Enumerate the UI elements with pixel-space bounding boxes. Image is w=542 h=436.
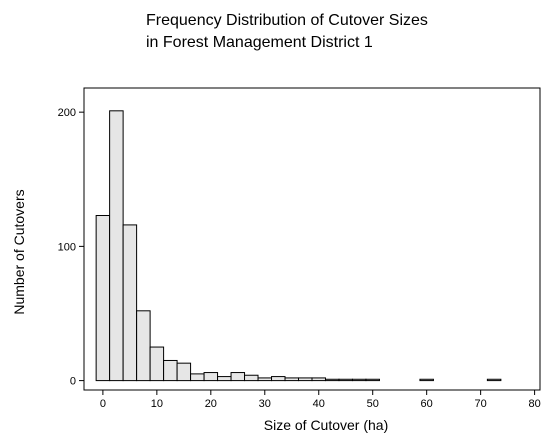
histogram-bar [298, 377, 313, 382]
x-tick-label: 20 [205, 398, 217, 410]
histogram-bar [109, 110, 124, 382]
x-axis: 0 10 20 30 40 50 60 70 80 [100, 390, 541, 410]
x-tick-label: 80 [528, 398, 540, 410]
histogram-bar [190, 373, 205, 382]
title-block: Frequency Distribution of Cutover Sizes … [146, 10, 428, 54]
histogram-bar [203, 372, 219, 382]
histogram-bar [122, 224, 138, 382]
y-tick-label: 100 [58, 241, 76, 253]
plot-frame [83, 87, 541, 391]
x-tick-label: 30 [259, 398, 271, 410]
y-tick-label: 0 [70, 376, 76, 388]
histogram-bar [95, 215, 111, 382]
histogram-bar [230, 372, 246, 382]
histogram-bar [176, 362, 192, 382]
histogram-bar [338, 378, 353, 382]
x-axis-label: Size of Cutover (ha) [264, 417, 389, 433]
histogram-bar [311, 377, 326, 382]
chart-subtitle: in Forest Management District 1 [146, 34, 373, 51]
x-tick-label: 0 [100, 398, 106, 410]
x-tick-label: 40 [313, 398, 325, 410]
histogram-bar [351, 378, 367, 382]
histogram-bar [284, 377, 300, 382]
histogram-bar [419, 378, 434, 382]
histogram-bar [271, 376, 286, 382]
histogram-bar [163, 359, 178, 382]
histogram-bar [486, 378, 502, 382]
x-tick-label: 70 [475, 398, 487, 410]
y-tick-label: 200 [58, 107, 76, 119]
histogram-bar [149, 346, 165, 382]
chart-title: Frequency Distribution of Cutover Sizes [146, 12, 428, 29]
histogram-bar [324, 378, 340, 382]
x-tick-label: 50 [367, 398, 379, 410]
histogram-bar [257, 377, 273, 382]
histogram-bar [365, 378, 380, 382]
y-axis: 0 100 200 [58, 107, 84, 388]
y-axis-label: Number of Cutovers [11, 189, 27, 314]
bars-group [95, 110, 502, 382]
histogram-bar [136, 310, 151, 382]
histogram-bar [244, 374, 259, 382]
histogram-bar [217, 376, 232, 382]
x-tick-label: 10 [151, 398, 163, 410]
x-tick-label: 60 [421, 398, 433, 410]
